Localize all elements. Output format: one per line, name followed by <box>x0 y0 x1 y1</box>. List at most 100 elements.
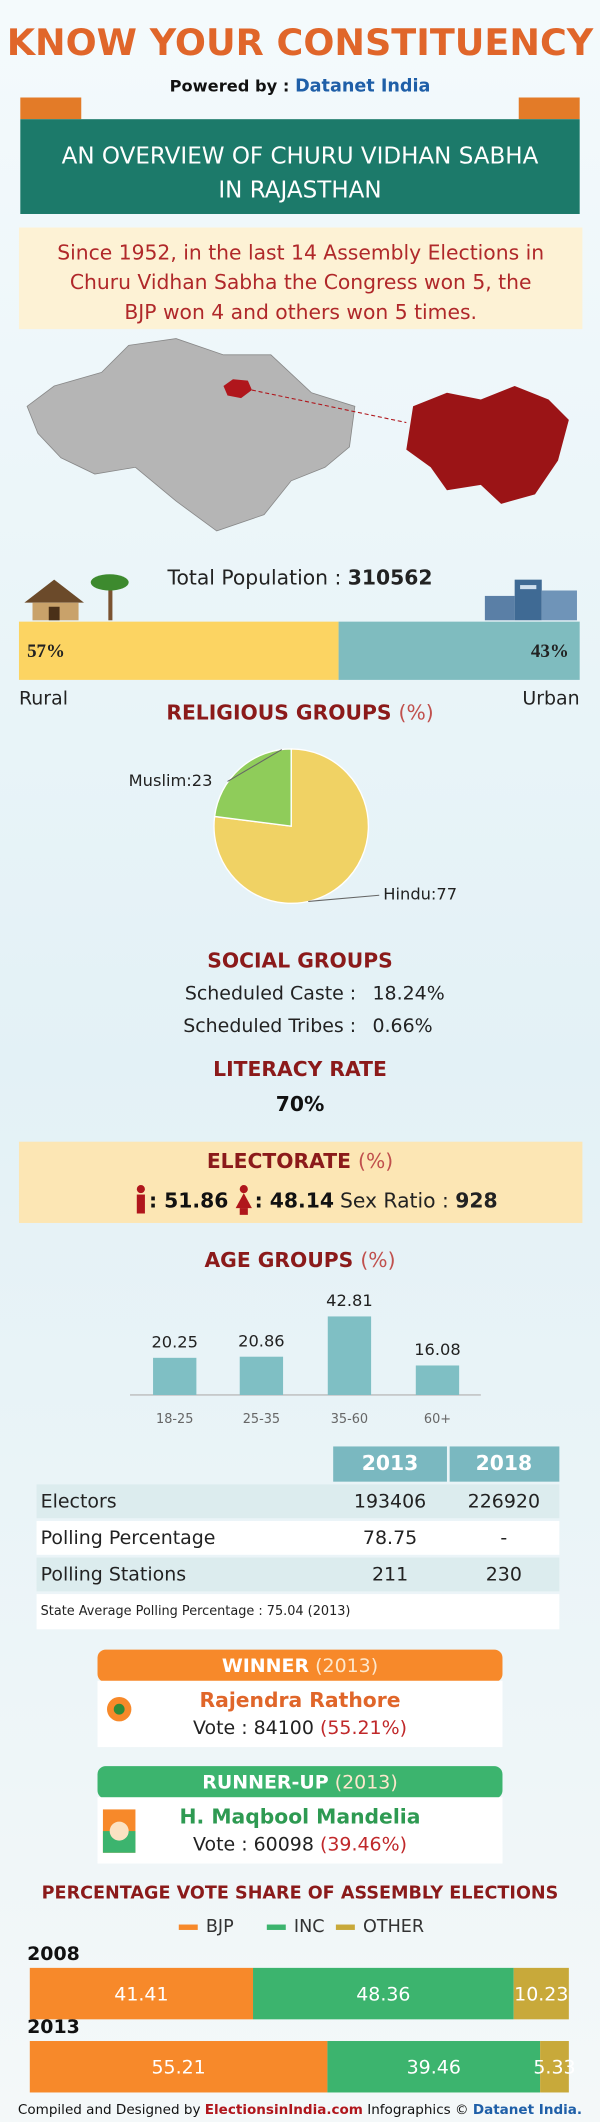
female-share: : 48.14 <box>255 1188 334 1212</box>
population-bar <box>338 621 580 680</box>
population-legend: Rural <box>19 687 68 709</box>
table-row <box>36 1557 560 1592</box>
powered-label: Powered by : <box>170 76 290 95</box>
social-value: 0.66% <box>372 1015 432 1037</box>
electorate-title: ELECTORATE (%) <box>207 1149 393 1173</box>
vote-value: 48.36 <box>356 1983 410 2005</box>
runner_up-vote: Vote : 60098 (39.46%) <box>193 1833 407 1855</box>
table-column: 2013 <box>362 1451 419 1475</box>
vote-value: 10.23 <box>514 1983 568 2005</box>
winner-body <box>97 1680 503 1748</box>
vote: Vote : 84100 <box>193 1717 314 1739</box>
year-label: 2008 <box>27 1943 80 1965</box>
title-unit: (%) <box>399 701 434 725</box>
vote-value: 5.33 <box>533 2057 575 2079</box>
year: (2013) <box>315 1654 378 1676</box>
title: KNOW YOUR CONSTITUENCY <box>7 21 594 64</box>
winner-header <box>97 1649 503 1683</box>
title-text: AGE GROUPS <box>204 1248 353 1272</box>
legend-label: OTHER <box>363 1917 424 1937</box>
ribbon-left <box>20 97 82 120</box>
sex-ratio-label: Sex Ratio : <box>340 1188 449 1212</box>
state-map <box>26 338 356 532</box>
social-title: SOCIAL GROUPS <box>207 949 393 973</box>
inc-logo <box>102 1809 136 1853</box>
vote-bar <box>29 1967 254 2020</box>
ribbon-right <box>518 97 580 120</box>
compiled: Compiled and Designed by <box>18 2102 201 2118</box>
table-value: 78.75 <box>363 1527 417 1549</box>
runner_up-name: H. Maqbool Mandelia <box>180 1805 421 1829</box>
table-note: State Average Polling Percentage : 75.04… <box>41 1604 351 1619</box>
age-bar <box>239 1356 284 1395</box>
population-bar <box>18 621 339 680</box>
age-value: 16.08 <box>414 1340 461 1359</box>
runner-header <box>97 1766 503 1799</box>
table-value: 230 <box>486 1564 522 1586</box>
age-category: 25-35 <box>243 1412 280 1427</box>
title-text: ELECTORATE <box>207 1149 351 1173</box>
population-share-label: 43% <box>531 641 569 662</box>
age-title: AGE GROUPS (%) <box>204 1248 395 1272</box>
table-label: Polling Percentage <box>41 1527 216 1549</box>
age-bar <box>153 1357 197 1395</box>
pie-leader <box>308 894 380 902</box>
vote-bar <box>513 1967 569 2020</box>
vote: Vote : 60098 <box>193 1833 314 1855</box>
age-value: 42.81 <box>326 1291 373 1310</box>
bjp-logo <box>106 1697 132 1722</box>
table-value: 226920 <box>468 1490 540 1512</box>
winner-header: WINNER (2013) <box>222 1654 378 1676</box>
table-value: 193406 <box>354 1490 426 1512</box>
legend-swatch <box>178 1924 198 1930</box>
population-legend: Urban <box>522 687 579 709</box>
vote-value: 41.41 <box>114 1983 168 2005</box>
electorate-box <box>18 1141 583 1223</box>
table-header <box>449 1446 560 1482</box>
label: WINNER <box>222 1654 310 1676</box>
social-label: Scheduled Caste : <box>185 983 356 1005</box>
table-column: 2018 <box>476 1451 533 1475</box>
footer-brand: Datanet India. <box>473 2102 582 2118</box>
table-row <box>36 1520 560 1555</box>
summary-line: Since 1952, in the last 14 Assembly Elec… <box>57 240 544 264</box>
age-value: 20.25 <box>151 1332 198 1351</box>
rural-icon <box>24 574 129 621</box>
footer: Compiled and Designed by ElectionsinIndi… <box>18 2102 582 2118</box>
site: ElectionsinIndia.com <box>205 2102 363 2118</box>
table-label: Electors <box>41 1490 117 1512</box>
social-value: 18.24% <box>372 983 444 1005</box>
banner-line: IN RAJASTHAN <box>218 177 381 203</box>
pie-leader <box>227 749 283 782</box>
table-value: 211 <box>372 1564 408 1586</box>
population-label: Total Population : <box>167 565 342 589</box>
social-label: Scheduled Tribes : <box>183 1015 356 1037</box>
table-label: Polling Stations <box>41 1564 186 1586</box>
legend-label: BJP <box>206 1917 234 1937</box>
summary-box <box>18 227 583 330</box>
runner_up-header: RUNNER-UP (2013) <box>202 1771 397 1793</box>
table-value: - <box>500 1527 507 1549</box>
legend-label: INC <box>294 1917 325 1937</box>
title-unit: (%) <box>360 1248 395 1272</box>
share: (39.46%) <box>320 1833 407 1855</box>
banner-line: AN OVERVIEW OF CHURU VIDHAN SABHA <box>62 144 539 170</box>
religion-title: RELIGIOUS GROUPS (%) <box>166 701 433 725</box>
winner-name: Rajendra Rathore <box>199 1688 400 1712</box>
age-bar <box>327 1316 372 1395</box>
summary-line: BJP won 4 and others won 5 times. <box>124 300 477 324</box>
male-share: : 51.86 <box>149 1188 228 1212</box>
title-unit: (%) <box>358 1149 393 1173</box>
pie-label: Muslim:23 <box>129 771 213 790</box>
age-value: 20.86 <box>238 1331 285 1350</box>
share: (55.21%) <box>320 1717 407 1739</box>
pie-label: Hindu:77 <box>383 885 457 904</box>
vote-value: 55.21 <box>151 2057 205 2079</box>
legend-swatch <box>266 1924 286 1930</box>
age-category: 35-60 <box>331 1412 368 1427</box>
label: RUNNER-UP <box>202 1771 329 1793</box>
map-pointer <box>251 389 407 424</box>
vote-value: 39.46 <box>407 2057 461 2079</box>
